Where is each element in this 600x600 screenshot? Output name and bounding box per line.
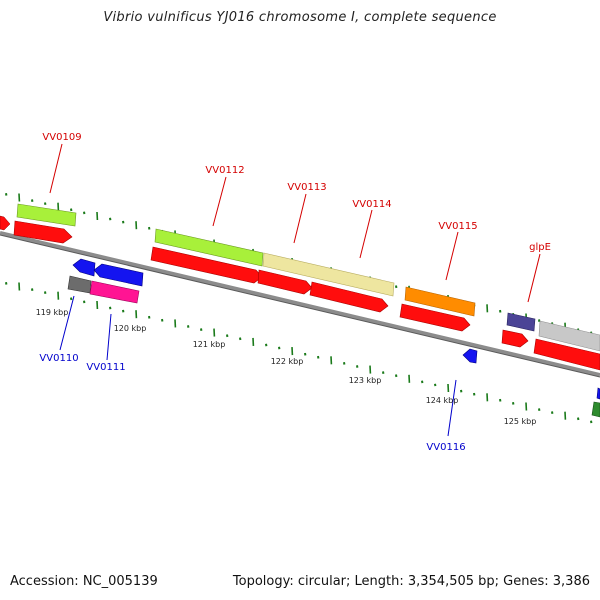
gene-vv0113-0114[interactable] (257, 252, 395, 313)
label-vv0115: VV0115 (438, 221, 477, 232)
scale-label-120: 120 kbp (114, 324, 147, 333)
gene-vv0115[interactable] (399, 286, 476, 332)
label-vv0109: VV0109 (42, 132, 81, 143)
label-glpe: glpE (529, 242, 551, 253)
reverse-callouts (59, 295, 457, 437)
label-vv0116: VV0116 (426, 442, 465, 453)
gene-next-forward-partial[interactable] (533, 320, 600, 371)
gene-vv0111[interactable] (89, 263, 144, 304)
map-title: Vibrio vulnificus YJ016 chromosome I, co… (103, 10, 497, 25)
label-vv0111: VV0111 (86, 362, 125, 373)
label-vv0114: VV0114 (352, 199, 391, 210)
lower-tick-row (5, 282, 593, 424)
label-vv0113: VV0113 (287, 182, 326, 193)
label-vv0112: VV0112 (205, 165, 244, 176)
scale-label-125: 125 kbp (504, 417, 537, 426)
backbone (0, 231, 600, 378)
scale-label-122: 122 kbp (271, 357, 304, 366)
gene-glpe[interactable] (501, 312, 536, 348)
label-vv0110: VV0110 (39, 353, 78, 364)
gene-vv0109[interactable] (13, 203, 77, 244)
forward-callouts (49, 143, 541, 303)
scale-label-123: 123 kbp (349, 376, 382, 385)
gene-reverse-partial-right[interactable] (591, 387, 600, 418)
scale-label-124: 124 kbp (426, 396, 459, 405)
scale-label-119: 119 kbp (36, 308, 69, 317)
accession-text: Accession: NC_005139 (10, 574, 158, 589)
gene-vv0108-partial[interactable] (0, 215, 11, 231)
gene-vv0116[interactable] (462, 348, 478, 364)
genome-summary-text: Topology: circular; Length: 3,354,505 bp… (232, 574, 590, 589)
scale-label-121: 121 kbp (193, 340, 226, 349)
